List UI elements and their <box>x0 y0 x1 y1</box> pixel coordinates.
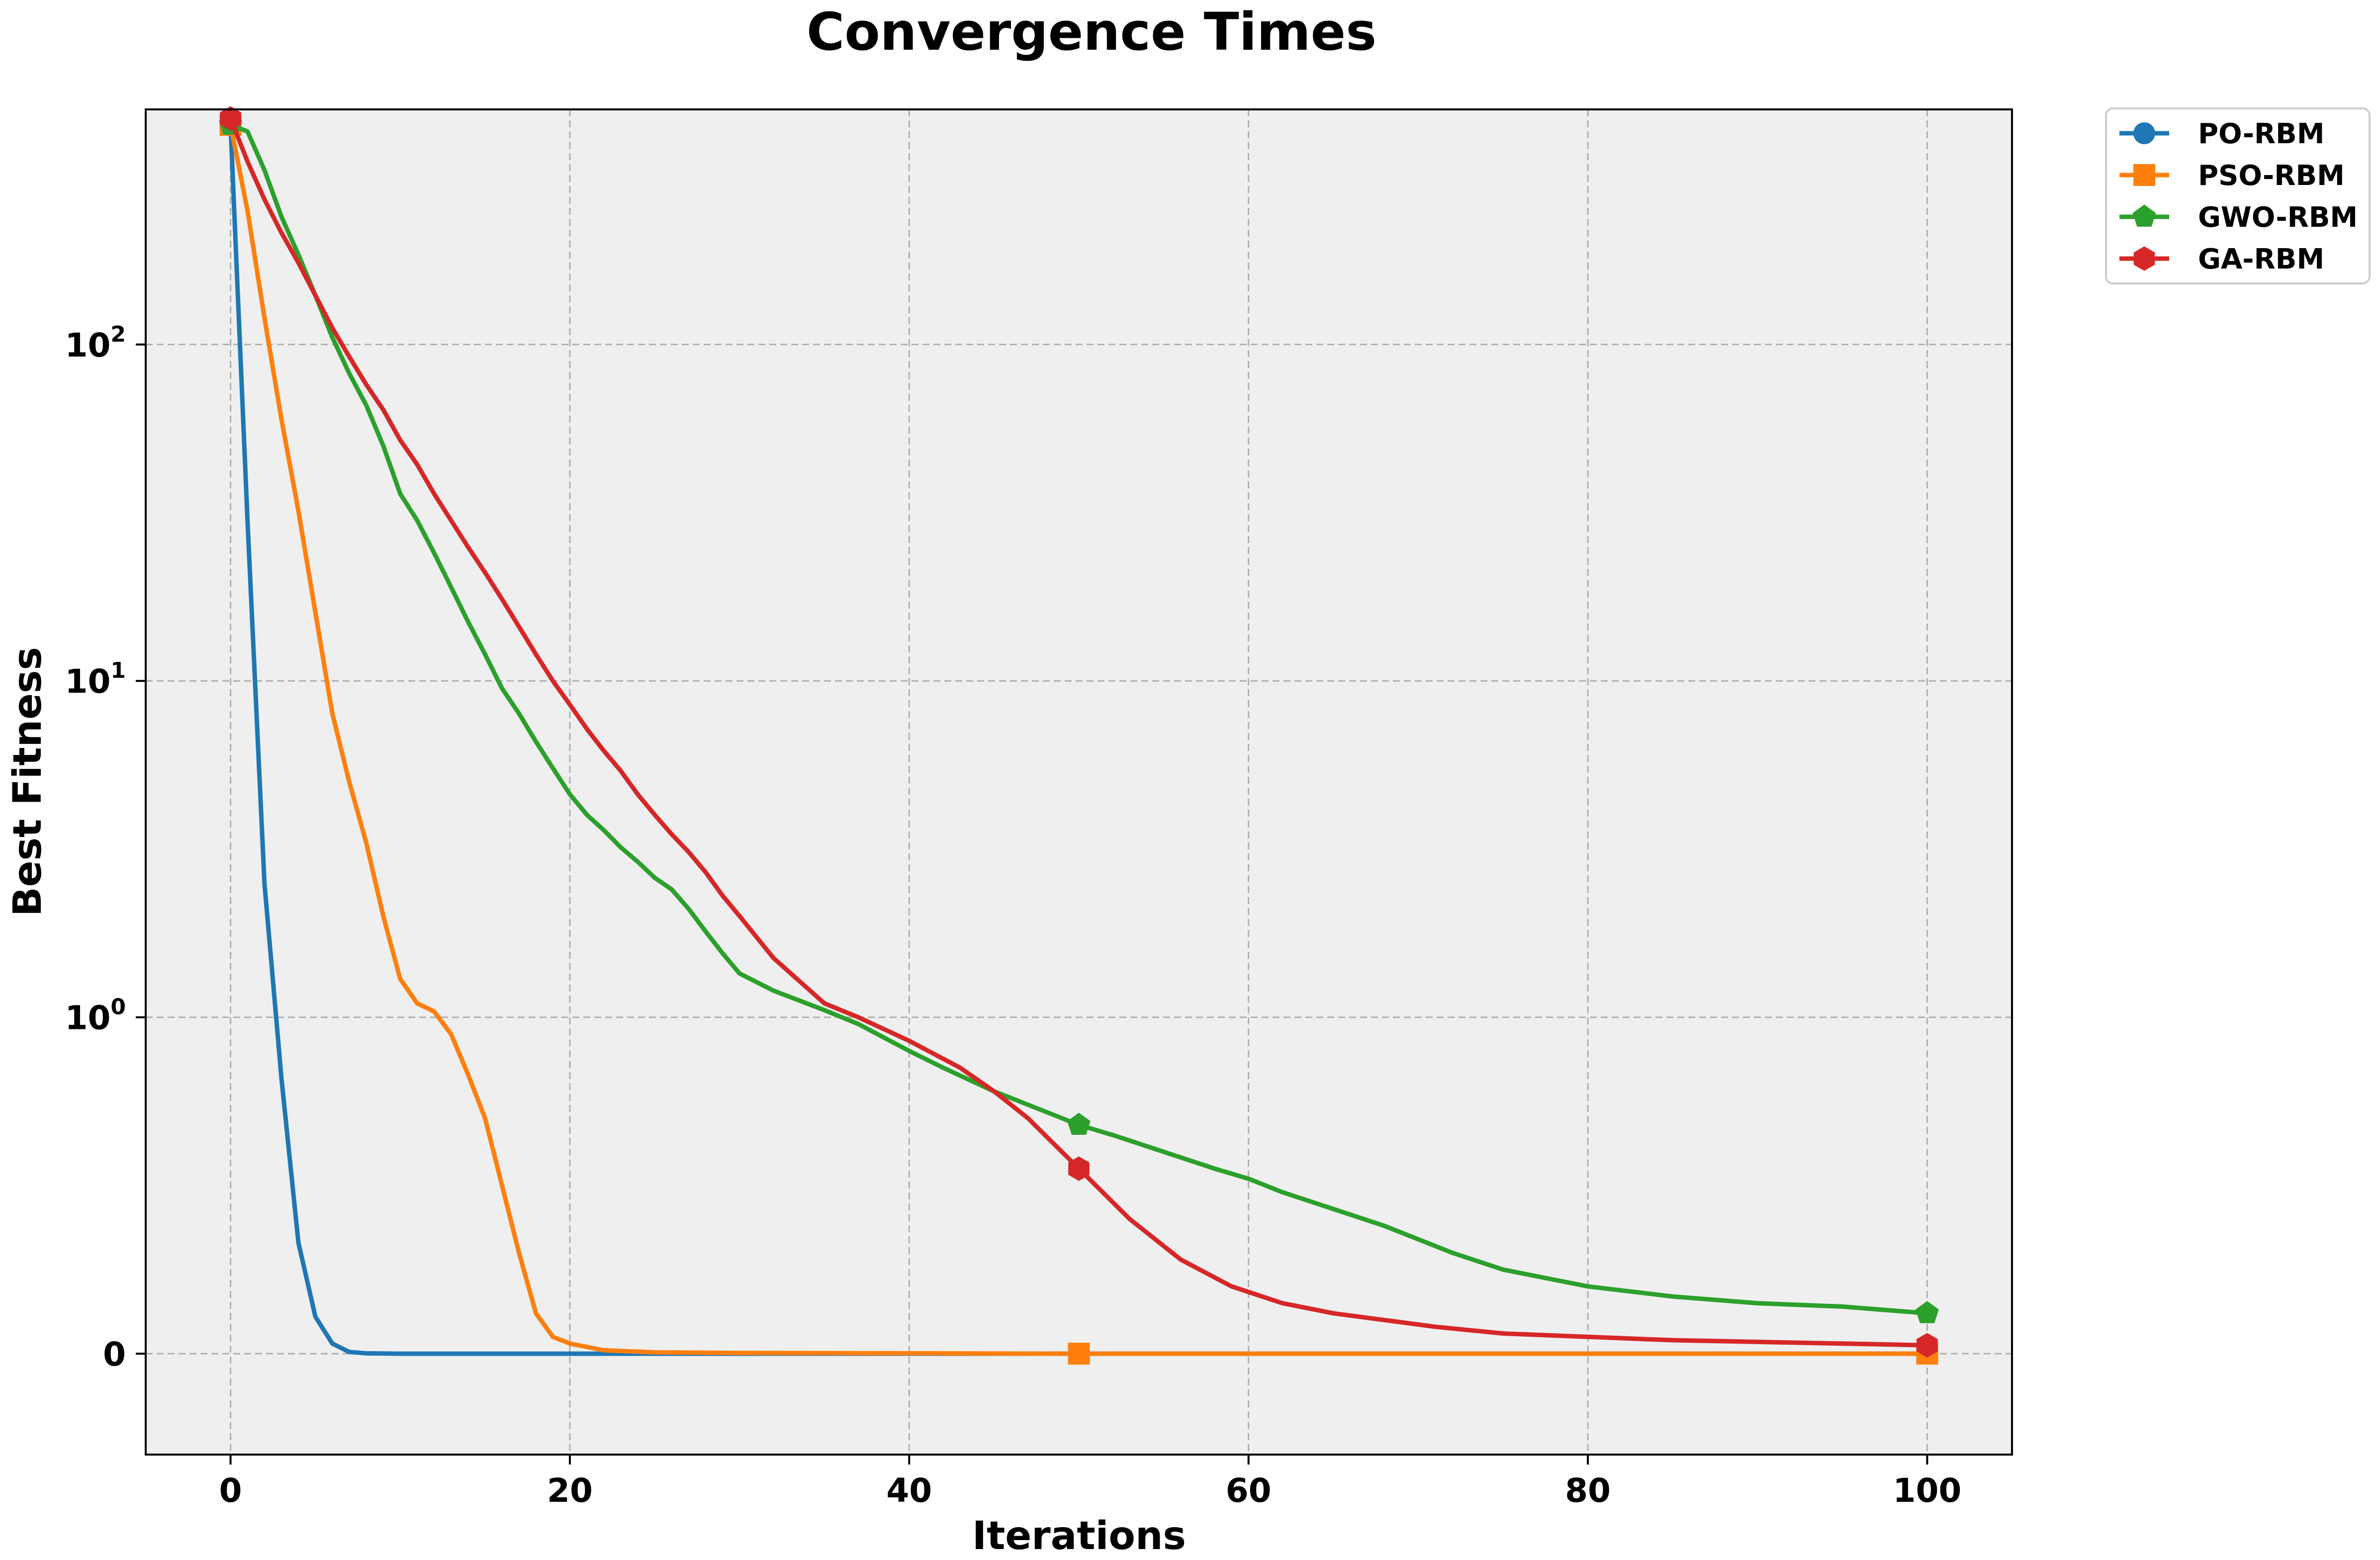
marker-ga-rbm <box>1917 1333 1938 1358</box>
x-tick-label: 20 <box>547 1471 593 1510</box>
legend-item-po-rbm: PO-RBM <box>2119 118 2324 150</box>
x-tick-label: 0 <box>219 1471 242 1510</box>
marker-gwo-rbm <box>1067 1112 1091 1135</box>
legend-marker <box>2132 204 2156 227</box>
legend-label: PO-RBM <box>2198 118 2324 150</box>
line-ga-rbm <box>228 116 1929 1348</box>
line-pso-rbm <box>228 122 1929 1356</box>
x-tick-label: 40 <box>886 1471 932 1510</box>
marker-ga-rbm <box>1068 1156 1090 1181</box>
x-tick-label: 80 <box>1565 1471 1611 1510</box>
marker-ga-rbm <box>220 106 241 131</box>
axis-ticks: 0 20 40 60 80 100 0 100 101 102 <box>65 322 1962 1510</box>
chart-title: Convergence Times <box>807 1 1376 62</box>
y-tick-label: 102 <box>65 322 126 365</box>
y-tick-label: 0 <box>103 1335 126 1374</box>
series-lines <box>219 106 1939 1365</box>
legend-marker <box>2133 164 2155 186</box>
line-gwo-rbm <box>228 122 1929 1316</box>
x-axis-label: Iterations <box>972 1514 1186 1559</box>
legend-marker <box>2133 122 2155 144</box>
legend-marker <box>2133 246 2155 271</box>
legend-frame <box>2105 107 2371 284</box>
y-tick-label: 100 <box>65 995 126 1037</box>
series-ga-rbm <box>220 106 1938 1358</box>
legend-label: GA-RBM <box>2198 243 2324 275</box>
plot-frame <box>145 108 2013 1456</box>
y-axis-label: Best Fitness <box>5 647 50 917</box>
y-tick-label: 101 <box>65 658 126 701</box>
legend-item-ga-rbm: GA-RBM <box>2119 243 2324 275</box>
legend-label: PSO-RBM <box>2198 160 2345 192</box>
plot-area <box>146 109 2012 1455</box>
legend-item-pso-rbm: PSO-RBM <box>2119 160 2345 192</box>
marker-gwo-rbm <box>1916 1301 1939 1323</box>
x-tick-label: 60 <box>1226 1471 1272 1510</box>
legend-item-gwo-rbm: GWO-RBM <box>2119 201 2358 234</box>
legend-label: GWO-RBM <box>2198 201 2358 234</box>
marker-pso-rbm <box>1068 1343 1090 1365</box>
x-tick-label: 100 <box>1893 1471 1962 1510</box>
legend: PO-RBM PSO-RBM GWO-RBM GA-RBM <box>2105 107 2371 284</box>
